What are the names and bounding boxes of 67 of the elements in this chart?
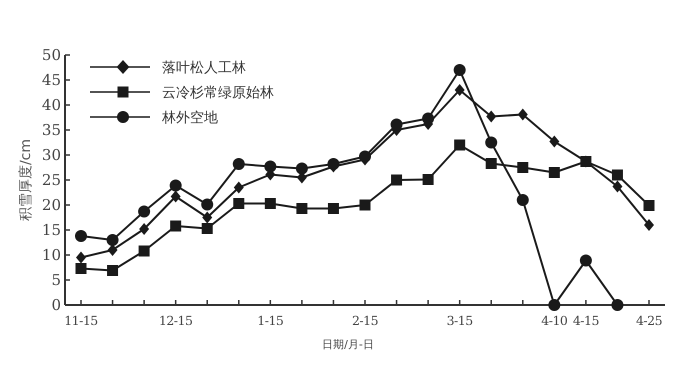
y-tick-label: 15 — [42, 221, 61, 239]
point — [75, 230, 87, 242]
point — [612, 180, 622, 192]
point — [170, 190, 181, 202]
point — [486, 110, 496, 122]
point — [202, 223, 213, 234]
point — [138, 206, 150, 218]
x-tick-label: 4-25 — [636, 313, 662, 328]
point — [107, 265, 118, 276]
y-tick-label: 25 — [42, 171, 61, 189]
x-tick-label: 4-15 — [572, 313, 599, 328]
point — [76, 252, 86, 264]
point — [485, 136, 498, 148]
y-tick-label: 20 — [42, 196, 61, 214]
y-tick-label: 40 — [42, 96, 61, 114]
point — [454, 84, 465, 96]
y-tick-label: 35 — [42, 121, 61, 139]
y-tick-label: 0 — [51, 296, 61, 314]
point — [106, 234, 119, 246]
point — [644, 219, 654, 231]
point — [644, 200, 654, 211]
point — [518, 108, 528, 120]
point — [201, 198, 214, 210]
point — [328, 203, 339, 214]
point — [391, 174, 402, 186]
x-tick-label: 11-15 — [64, 313, 98, 328]
point — [548, 167, 560, 178]
y-tick-label: 10 — [42, 246, 61, 264]
x-tick-label: 1-15 — [257, 313, 284, 328]
point — [170, 180, 182, 192]
point — [139, 223, 150, 235]
y-tick-label: 5 — [51, 271, 61, 289]
point — [202, 212, 212, 224]
legend-label: 林外空地 — [161, 110, 218, 126]
point — [232, 158, 245, 170]
point — [486, 158, 497, 169]
x-axis-title: 日期/月-日 — [322, 338, 374, 351]
legend-label: 落叶松人工林 — [162, 60, 246, 76]
y-axis-title: 积雪厚度/cm — [18, 138, 34, 222]
point — [611, 299, 624, 311]
point — [138, 246, 150, 256]
x-tick-label: 3-15 — [446, 313, 473, 328]
x-tick-label: 4-10 — [541, 313, 568, 328]
point — [360, 200, 370, 210]
point — [233, 198, 244, 209]
point — [296, 162, 308, 174]
y-tick-label: 45 — [42, 71, 61, 89]
y-tick-label: 50 — [42, 46, 61, 64]
point — [549, 136, 560, 148]
point — [516, 194, 529, 206]
point — [548, 299, 560, 311]
point — [422, 174, 434, 185]
point — [454, 64, 466, 76]
legend-label: 云冷杉常绿原始林 — [162, 85, 274, 101]
point — [296, 203, 308, 214]
x-tick-label: 2-15 — [352, 313, 378, 328]
point — [454, 140, 466, 150]
point — [517, 162, 528, 173]
x-tick-label: 12-15 — [158, 313, 192, 328]
point — [170, 220, 182, 232]
point — [76, 263, 86, 274]
point — [612, 170, 623, 180]
point — [580, 254, 592, 266]
point — [234, 182, 244, 194]
point — [108, 244, 118, 256]
y-tick-label: 30 — [42, 146, 61, 164]
point — [264, 198, 276, 209]
